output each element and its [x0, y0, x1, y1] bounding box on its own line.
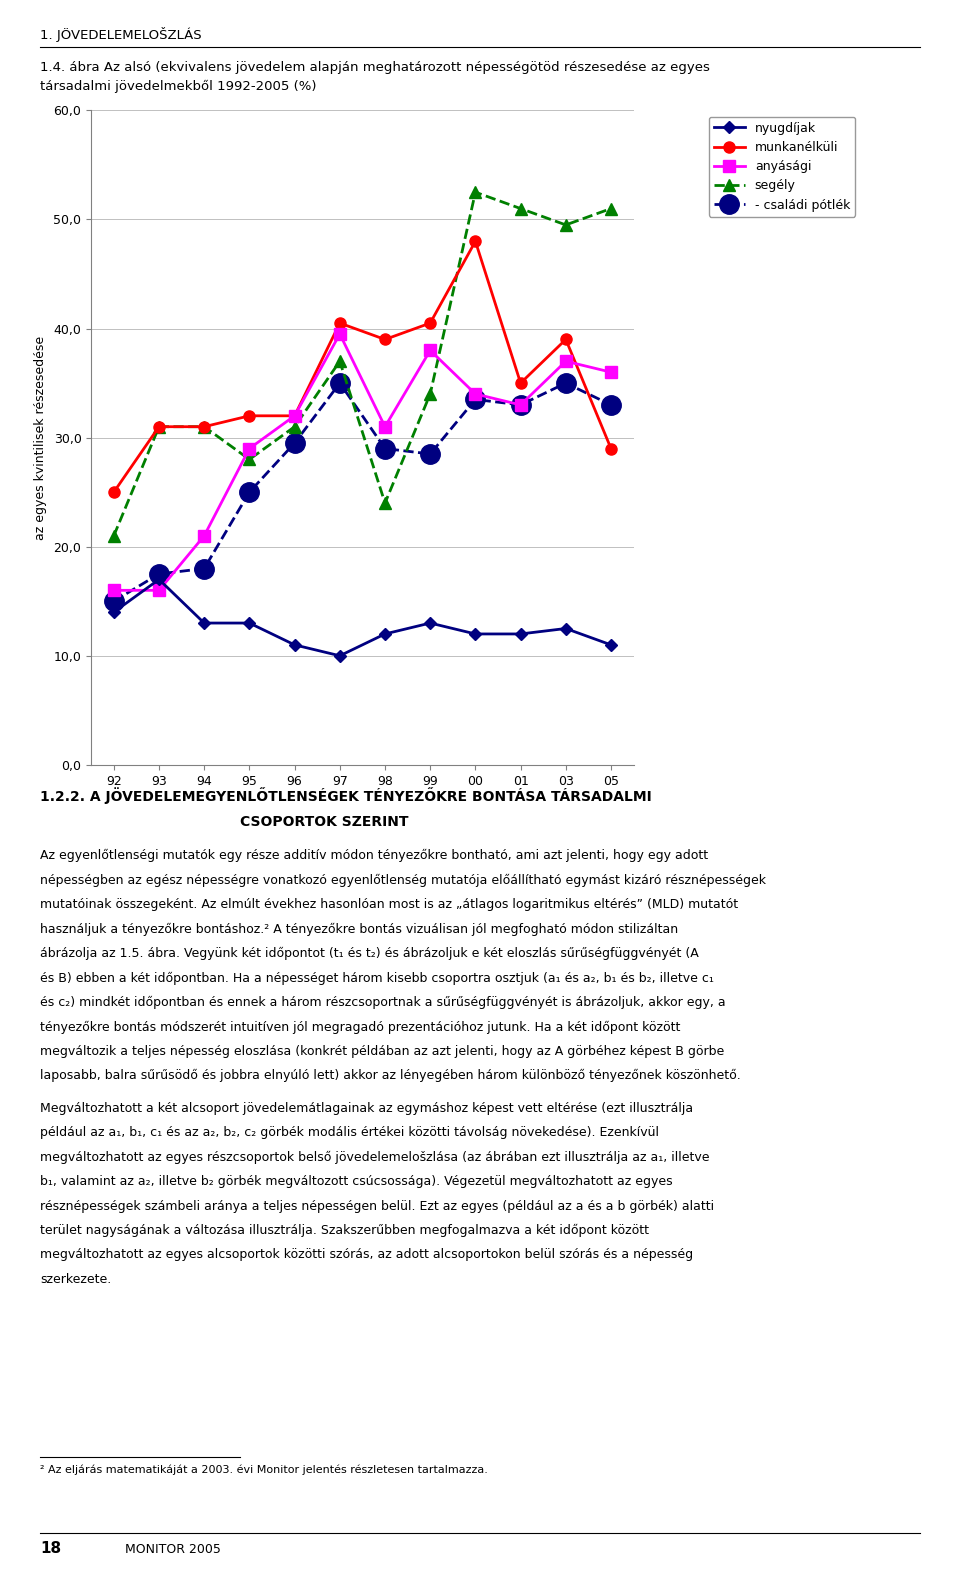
Text: tényezőkre bontás módszerét intuitíven jól megragadó prezentációhoz jutunk. Ha a: tényezőkre bontás módszerét intuitíven j…: [40, 1020, 681, 1033]
Text: szerkezete.: szerkezete.: [40, 1273, 111, 1285]
Text: mutatóinak összegeként. Az elmúlt évekhez hasonlóan most is az „átlagos logaritm: mutatóinak összegeként. Az elmúlt évekhe…: [40, 899, 738, 912]
Text: 18: 18: [40, 1541, 61, 1556]
Text: például az a₁, b₁, c₁ és az a₂, b₂, c₂ görbék modális értékei közötti távolság n: például az a₁, b₁, c₁ és az a₂, b₂, c₂ g…: [40, 1126, 660, 1139]
Text: megváltozhatott az egyes alcsoportok közötti szórás, az adott alcsoportokon belü: megváltozhatott az egyes alcsoportok köz…: [40, 1249, 693, 1262]
Text: ábrázolja az 1.5. ábra. Vegyünk két időpontot (t₁ és t₂) és ábrázoljuk e két elo: ábrázolja az 1.5. ábra. Vegyünk két időp…: [40, 948, 699, 960]
Text: 1.2.2. A JÖVEDELEMEGYENLŐTLENSÉGEK TÉNYEZŐKRE BONTÁSA TÁRSADALMI: 1.2.2. A JÖVEDELEMEGYENLŐTLENSÉGEK TÉNYE…: [40, 787, 652, 804]
Text: MONITOR 2005: MONITOR 2005: [125, 1544, 221, 1556]
Text: népességben az egész népességre vonatkozó egyenlőtlenség mutatója előállítható e: népességben az egész népességre vonatkoz…: [40, 874, 766, 886]
Text: Az egyenlőtlenségi mutatók egy része additív módon tényezőkre bontható, ami azt : Az egyenlőtlenségi mutatók egy része add…: [40, 850, 708, 863]
Y-axis label: az egyes kvintilisek részesedése: az egyes kvintilisek részesedése: [34, 336, 46, 539]
Text: és c₂) mindkét időpontban és ennek a három részcsoportnak a sűrűségfüggvényét is: és c₂) mindkét időpontban és ennek a hár…: [40, 997, 726, 1009]
Text: használjuk a tényezőkre bontáshoz.² A tényezőkre bontás vizuálisan jól megfoghat: használjuk a tényezőkre bontáshoz.² A té…: [40, 923, 679, 935]
Text: Megváltozhatott a két alcsoport jövedelemátlagainak az egymáshoz képest vett elt: Megváltozhatott a két alcsoport jövedele…: [40, 1102, 693, 1115]
Text: társadalmi jövedelmekből 1992-2005 (%): társadalmi jövedelmekből 1992-2005 (%): [40, 80, 317, 93]
Text: b₁, valamint az a₂, illetve b₂ görbék megváltozott csúcsossága). Végezetül megvá: b₁, valamint az a₂, illetve b₂ görbék me…: [40, 1175, 673, 1187]
Text: megváltozik a teljes népesség eloszlása (konkrét példában az azt jelenti, hogy a: megváltozik a teljes népesség eloszlása …: [40, 1046, 725, 1058]
Legend: nyugdíjak, munkanélküli, anyásági, segély, - családi pótlék: nyugdíjak, munkanélküli, anyásági, segél…: [708, 117, 855, 216]
Text: ² Az eljárás matematikáját a 2003. évi Monitor jelentés részletesen tartalmazza.: ² Az eljárás matematikáját a 2003. évi M…: [40, 1465, 489, 1474]
Text: megváltozhatott az egyes részcsoportok belső jövedelemelošzlása (az ábrában ezt : megváltozhatott az egyes részcsoportok b…: [40, 1151, 709, 1164]
Text: terület nagyságának a változása illusztrálja. Szakszerűbben megfogalmazva a két : terület nagyságának a változása illusztr…: [40, 1224, 649, 1236]
Text: résznépességek számbeli aránya a teljes népességen belül. Ezt az egyes (például : résznépességek számbeli aránya a teljes …: [40, 1200, 714, 1213]
Text: laposabb, balra sűrűsödő és jobbra elnyúló lett) akkor az lényegében három külön: laposabb, balra sűrűsödő és jobbra elnyú…: [40, 1069, 741, 1082]
Text: 1.4. ábra Az alsó (ekvivalens jövedelem alapján meghatározott népességötöd része: 1.4. ábra Az alsó (ekvivalens jövedelem …: [40, 62, 710, 74]
Text: és B) ebben a két időpontban. Ha a népességet három kisebb csoportra osztjuk (a₁: és B) ebben a két időpontban. Ha a népes…: [40, 971, 714, 984]
Text: 1. JÖVEDELEMELOŠZLÁS: 1. JÖVEDELEMELOŠZLÁS: [40, 27, 202, 43]
Text: CSOPORTOK SZERINT: CSOPORTOK SZERINT: [240, 815, 409, 830]
